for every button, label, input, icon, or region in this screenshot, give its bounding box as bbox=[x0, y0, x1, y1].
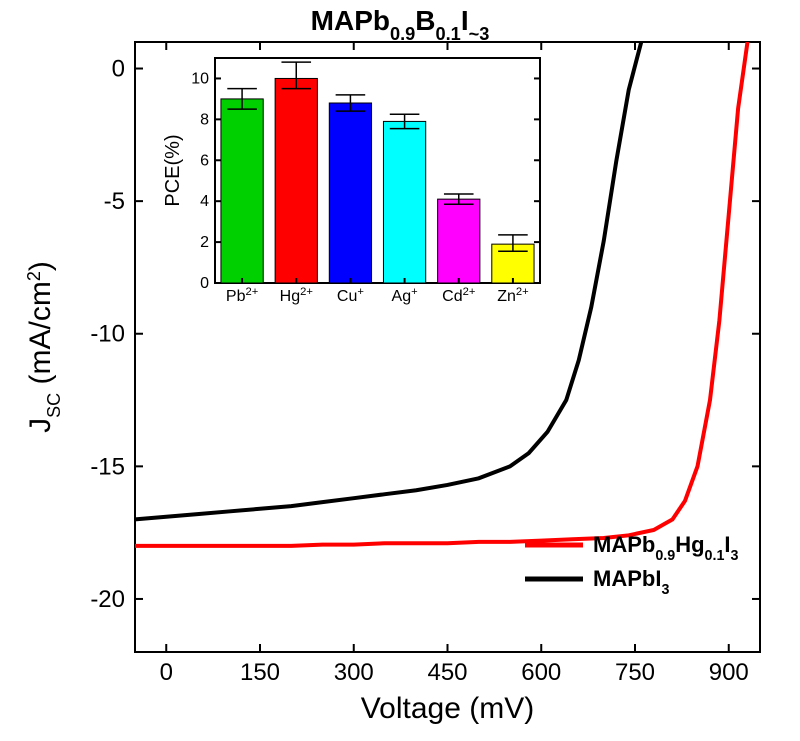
inset-y-tick-label: 10 bbox=[191, 70, 209, 87]
inset-chart: 0 2 4 6 8 10 Pb2+ Hg2+ Cu+ Ag+ Cd2+ Zn2+ PCE(%) bbox=[162, 58, 540, 305]
inset-category-label: Hg2+ bbox=[280, 286, 313, 305]
x-tick-label: 300 bbox=[334, 659, 374, 686]
inset-y-tick-label: 8 bbox=[200, 111, 209, 128]
y-tick-label: 0 bbox=[112, 56, 125, 83]
inset-y-axis-label: PCE(%) bbox=[162, 134, 184, 206]
inset-bar bbox=[329, 103, 371, 283]
inset-category-label: Cd2+ bbox=[442, 286, 475, 305]
inset-bar bbox=[221, 99, 263, 283]
inset-bars bbox=[221, 62, 534, 283]
figure-title: MAPb0.9B0.1I~3 bbox=[311, 5, 490, 44]
chart-svg: MAPb0.9B0.1I~3 0 150 300 450 600 750 900 0 -5 -1… bbox=[0, 0, 800, 741]
x-tick-label: 150 bbox=[240, 659, 280, 686]
x-tick-label: 900 bbox=[709, 659, 749, 686]
x-tick-label: 0 bbox=[160, 659, 173, 686]
inset-category-label: Ag+ bbox=[392, 286, 418, 305]
y-tick-label: -10 bbox=[90, 321, 125, 348]
x-tick-label: 750 bbox=[615, 659, 655, 686]
figure-stage: MAPb0.9B0.1I~3 0 150 300 450 600 750 900 0 -5 -1… bbox=[0, 0, 800, 741]
x-tick-label: 600 bbox=[521, 659, 561, 686]
legend-label: MAPb0.9Hg0.1I3 bbox=[593, 532, 739, 564]
inset-category-label: Cu+ bbox=[337, 286, 364, 305]
inset-y-tick-label: 0 bbox=[200, 275, 209, 292]
inset-y-tick-label: 2 bbox=[200, 234, 209, 251]
inset-y-tick-label: 4 bbox=[200, 193, 209, 210]
inset-plot-box bbox=[215, 58, 540, 283]
x-axis-label: Voltage (mV) bbox=[361, 692, 534, 725]
inset-y-tick-label: 6 bbox=[200, 152, 209, 169]
inset-category-label: Zn2+ bbox=[497, 286, 528, 305]
inset-bar bbox=[275, 78, 317, 283]
x-tick-label: 450 bbox=[427, 659, 467, 686]
legend-label: MAPbI3 bbox=[593, 566, 669, 598]
y-tick-label: -5 bbox=[104, 188, 125, 215]
y-tick-label: -15 bbox=[90, 453, 125, 480]
y-tick-label: -20 bbox=[90, 586, 125, 613]
y-axis-label: JSC (mA/cm2) bbox=[24, 261, 64, 433]
inset-bar bbox=[383, 121, 425, 283]
inset-bar bbox=[438, 199, 480, 283]
inset-category-label: Pb2+ bbox=[226, 286, 258, 305]
